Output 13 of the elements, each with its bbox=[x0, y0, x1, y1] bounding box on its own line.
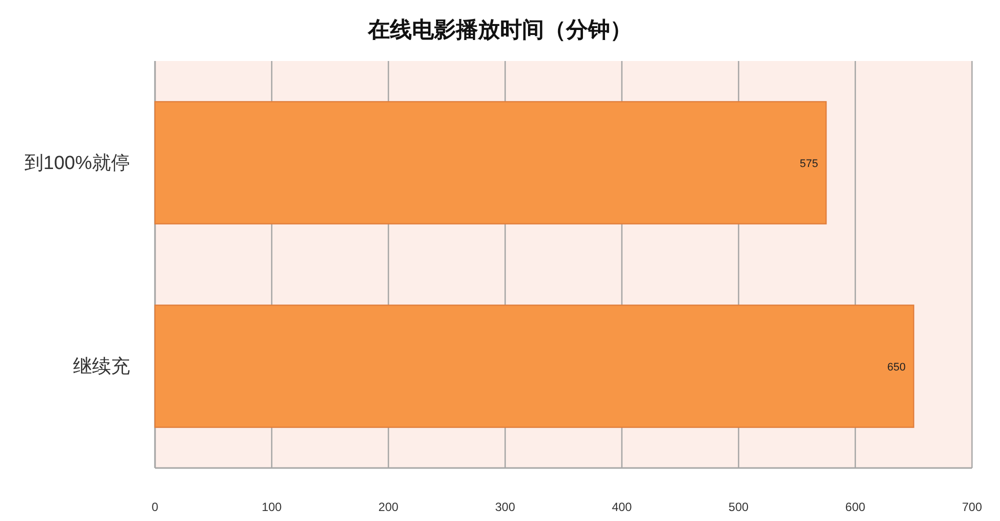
x-tick-label: 700 bbox=[962, 500, 982, 514]
x-tick-label: 200 bbox=[378, 500, 398, 514]
x-tick-label: 100 bbox=[262, 500, 282, 514]
category-label: 继续充 bbox=[73, 356, 130, 378]
x-tick-label: 0 bbox=[152, 500, 158, 514]
x-tick-label: 400 bbox=[612, 500, 632, 514]
x-tick-label: 600 bbox=[845, 500, 866, 514]
data-label: 650 bbox=[887, 361, 906, 374]
data-label: 575 bbox=[800, 158, 818, 170]
x-tick-label: 300 bbox=[495, 500, 516, 514]
category-label: 到100%就停 bbox=[24, 152, 130, 174]
x-tick-label: 500 bbox=[728, 500, 749, 514]
title: 在线电影播放时间（分钟） bbox=[368, 17, 632, 42]
